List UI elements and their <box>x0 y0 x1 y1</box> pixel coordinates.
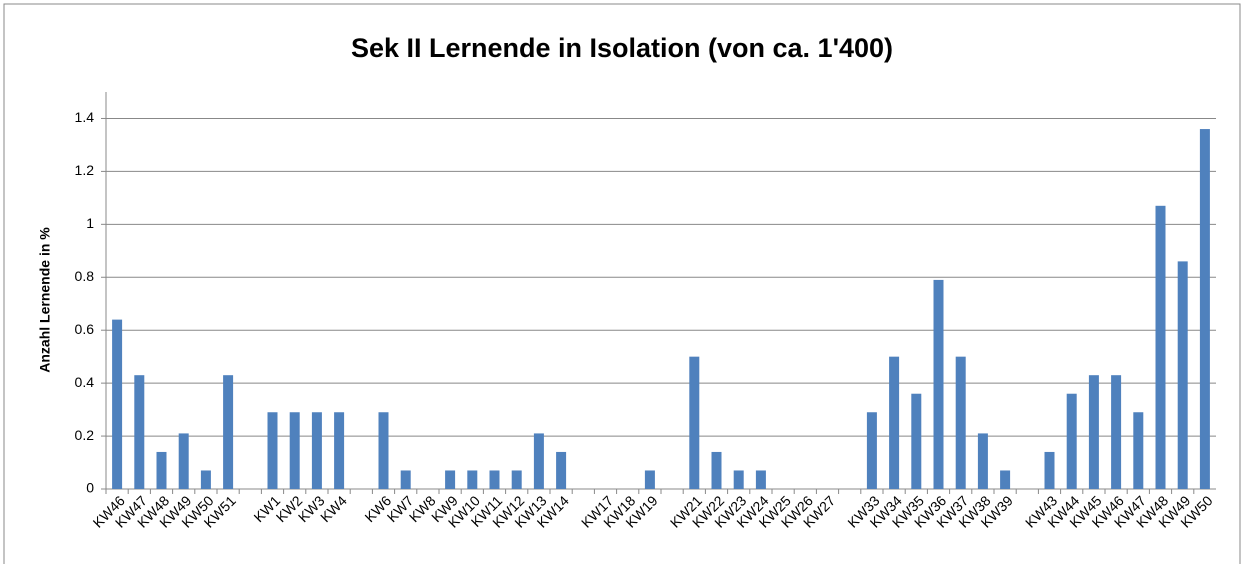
bar <box>711 451 722 489</box>
bar <box>112 319 123 489</box>
bar <box>733 470 744 489</box>
bar <box>156 451 167 489</box>
bar <box>134 375 145 489</box>
bar <box>289 412 300 489</box>
chart-title: Sek II Lernende in Isolation (von ca. 1'… <box>351 33 893 63</box>
bar <box>400 470 411 489</box>
bar <box>1177 261 1188 489</box>
bar <box>933 279 944 489</box>
bar <box>334 412 345 489</box>
bar <box>1000 470 1011 489</box>
bar <box>755 470 766 489</box>
bar <box>178 433 189 489</box>
y-tick-label: 0 <box>86 480 94 496</box>
y-tick-label: 1.4 <box>75 109 95 125</box>
y-tick-label: 0.4 <box>75 374 95 390</box>
bar <box>223 375 234 489</box>
y-tick-label: 1 <box>86 215 94 231</box>
y-tick-label: 0.2 <box>75 427 95 443</box>
bar <box>200 470 211 489</box>
bar <box>889 356 900 489</box>
bar <box>1111 375 1122 489</box>
bar <box>556 451 567 489</box>
bar <box>467 470 478 489</box>
bar <box>911 393 922 489</box>
bar <box>1088 375 1099 489</box>
y-axis-label: Anzahl Lernende in % <box>37 227 53 373</box>
bar <box>866 412 877 489</box>
bar <box>644 470 655 489</box>
y-tick-label: 1.2 <box>75 162 95 178</box>
bar <box>378 412 389 489</box>
bar <box>977 433 988 489</box>
bar <box>1044 451 1055 489</box>
bar <box>511 470 522 489</box>
bar <box>955 356 966 489</box>
bar <box>1066 393 1077 489</box>
bar <box>445 470 456 489</box>
bar <box>311 412 322 489</box>
y-tick-label: 0.8 <box>75 268 95 284</box>
bar <box>1199 129 1210 489</box>
bar <box>689 356 700 489</box>
bar <box>267 412 278 489</box>
bar <box>489 470 500 489</box>
chart-border <box>3 3 1241 564</box>
bar <box>1155 205 1166 489</box>
y-tick-label: 0.6 <box>75 321 95 337</box>
bar <box>1133 412 1144 489</box>
bar <box>533 433 544 489</box>
x-tick-label: KW4 <box>317 492 350 525</box>
